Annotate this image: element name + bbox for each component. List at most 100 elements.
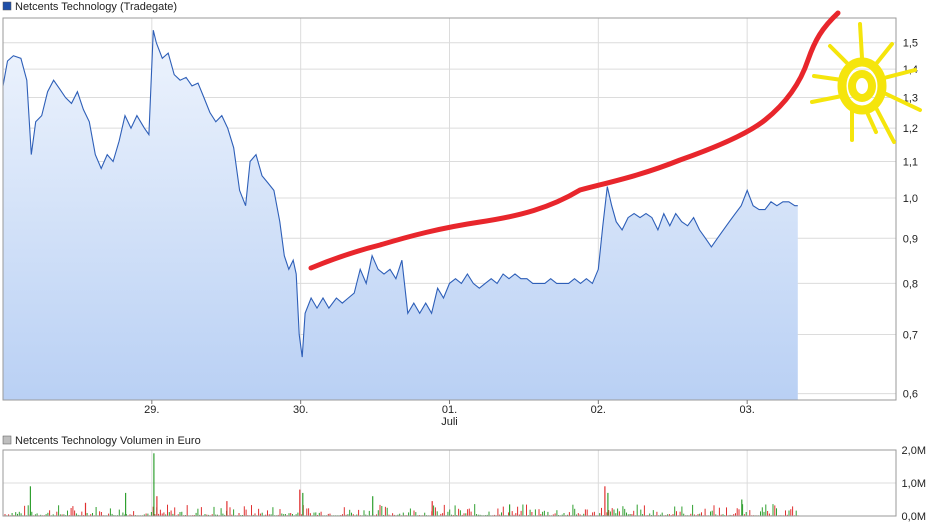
volume-bar bbox=[556, 510, 558, 516]
volume-bar bbox=[147, 513, 149, 516]
volume-bar bbox=[261, 512, 263, 516]
volume-bar bbox=[697, 514, 699, 516]
volume-bar bbox=[718, 507, 720, 516]
volume-bar bbox=[345, 514, 347, 516]
volume-bar bbox=[67, 510, 68, 516]
volume-bar bbox=[229, 507, 231, 516]
volume-bar bbox=[626, 512, 627, 516]
volume-bar bbox=[690, 513, 692, 516]
volume-bar bbox=[111, 513, 113, 516]
volume-bar bbox=[636, 504, 638, 516]
volume-bar bbox=[599, 513, 601, 516]
volume-bars bbox=[4, 453, 799, 516]
volume-bar bbox=[443, 504, 445, 516]
sun-ray bbox=[882, 68, 917, 80]
price-y-tick-label: 0,7 bbox=[903, 330, 918, 342]
volume-plot-frame bbox=[2, 449, 897, 517]
volume-bar bbox=[499, 514, 501, 516]
volume-bar bbox=[593, 511, 595, 516]
volume-bar bbox=[661, 512, 663, 516]
price-x-tick-sublabel: Juli bbox=[441, 416, 458, 428]
price-x-axis: 29. 30. 01.Juli 02. 03. bbox=[144, 400, 755, 428]
sun-ray bbox=[872, 102, 896, 144]
volume-bar bbox=[592, 512, 594, 516]
volume-bar bbox=[393, 514, 395, 516]
volume-bar bbox=[763, 511, 765, 516]
volume-bar bbox=[222, 513, 224, 516]
volume-bar bbox=[681, 506, 683, 516]
volume-y-tick-label: 1,0M bbox=[902, 478, 926, 490]
volume-bar bbox=[206, 514, 208, 516]
volume-bar bbox=[159, 509, 161, 516]
volume-bar bbox=[295, 514, 297, 516]
volume-bar bbox=[522, 504, 524, 516]
volume-bar bbox=[34, 514, 36, 516]
volume-bar bbox=[538, 509, 540, 516]
volume-bar bbox=[676, 511, 677, 516]
volume-bar bbox=[761, 507, 763, 516]
volume-bar bbox=[649, 513, 651, 516]
volume-bar bbox=[672, 514, 674, 516]
volume-bar bbox=[415, 512, 417, 516]
volume-bar bbox=[442, 513, 444, 516]
volume-bar bbox=[351, 512, 352, 516]
volume-bar bbox=[306, 508, 308, 516]
volume-bar bbox=[150, 512, 152, 516]
volume-bar bbox=[742, 504, 744, 516]
volume-bar bbox=[760, 511, 761, 516]
volume-bar bbox=[733, 514, 735, 516]
volume-bar bbox=[358, 509, 360, 516]
volume-bar bbox=[451, 514, 452, 516]
volume-bar bbox=[109, 508, 111, 516]
volume-bar bbox=[315, 512, 317, 516]
volume-bar bbox=[402, 512, 404, 516]
volume-bar bbox=[11, 513, 13, 516]
volume-bar bbox=[349, 509, 351, 516]
volume-bar bbox=[365, 514, 367, 516]
volume-bar bbox=[163, 512, 165, 516]
volume-bar bbox=[563, 513, 565, 516]
volume-gridlines bbox=[3, 449, 896, 517]
volume-bar bbox=[381, 506, 383, 516]
volume-bar bbox=[534, 509, 536, 516]
volume-bar bbox=[520, 510, 522, 516]
volume-bar bbox=[217, 514, 218, 516]
volume-bar bbox=[27, 505, 29, 516]
sun-core bbox=[848, 70, 876, 102]
volume-bar bbox=[738, 509, 740, 516]
volume-bar bbox=[692, 504, 694, 516]
volume-bar bbox=[81, 511, 83, 516]
volume-bar bbox=[608, 510, 610, 516]
volume-bar bbox=[301, 514, 302, 516]
volume-bar bbox=[386, 507, 388, 516]
volume-bar bbox=[409, 508, 411, 516]
volume-bar bbox=[8, 514, 10, 516]
volume-bar bbox=[768, 513, 770, 516]
volume-bar bbox=[95, 507, 97, 516]
volume-bar bbox=[352, 514, 354, 516]
price-y-tick-label: 1,0 bbox=[903, 193, 918, 205]
volume-bar bbox=[131, 514, 133, 516]
volume-spike-bar bbox=[84, 502, 87, 516]
volume-spike-bar bbox=[226, 501, 228, 516]
price-y-tick-label: 0,8 bbox=[903, 278, 918, 290]
volume-bar bbox=[197, 508, 199, 516]
volume-bar bbox=[313, 512, 315, 516]
volume-bar bbox=[583, 513, 585, 516]
volume-bar bbox=[200, 507, 202, 516]
volume-bar bbox=[342, 514, 343, 516]
volume-bar bbox=[388, 514, 390, 516]
price-legend-swatch bbox=[2, 1, 12, 11]
volume-bar bbox=[633, 510, 635, 516]
sun-ray bbox=[810, 94, 844, 104]
volume-bar bbox=[145, 513, 147, 516]
volume-bar bbox=[776, 508, 777, 516]
volume-bar bbox=[238, 513, 240, 516]
volume-bar bbox=[572, 504, 574, 516]
volume-bar bbox=[652, 510, 654, 516]
volume-bar bbox=[668, 514, 670, 516]
price-x-tick-label: 29. bbox=[144, 404, 159, 416]
volume-bar bbox=[168, 512, 170, 516]
volume-bar bbox=[543, 510, 545, 516]
volume-bar bbox=[356, 514, 358, 516]
